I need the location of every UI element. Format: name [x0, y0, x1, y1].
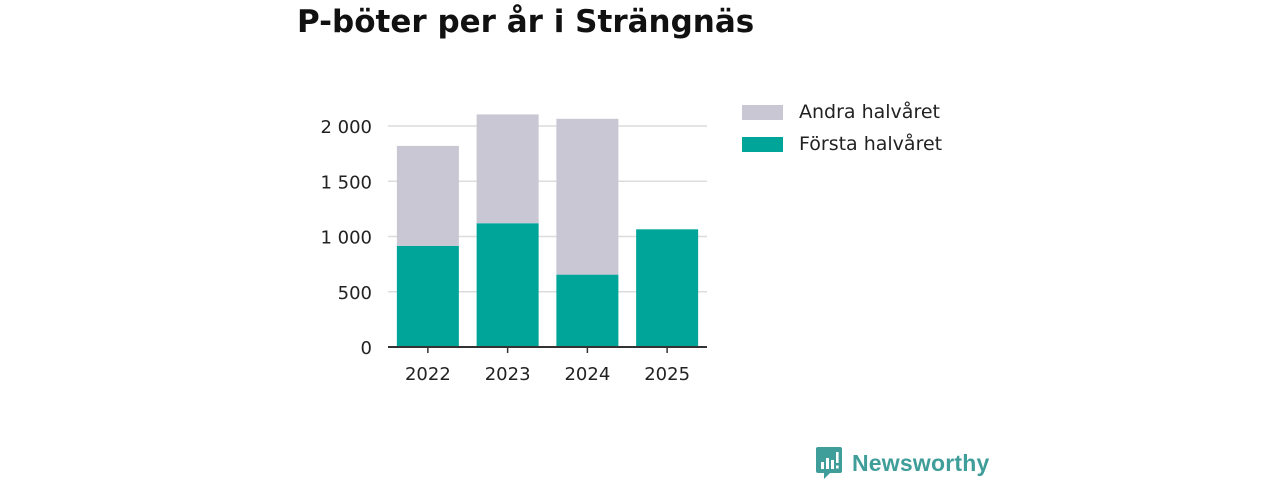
x-tick-label-2025: 2025: [644, 364, 690, 385]
chart-title: P-böter per år i Strängnäs: [297, 4, 755, 40]
bar-forsta-2024: [556, 274, 619, 347]
brand-logo: Newsworthy: [815, 446, 989, 480]
x-tick-label-2024: 2024: [564, 364, 610, 385]
legend-item-andra: Andra halvåret: [742, 96, 942, 128]
bar-forsta-2025: [636, 229, 699, 347]
legend-label-forsta: Första halvåret: [799, 133, 943, 155]
legend-swatch-andra: [742, 104, 783, 120]
bar-forsta-2022: [396, 245, 459, 347]
y-tick-label-1500: 1 500: [320, 172, 372, 193]
legend-label-andra: Andra halvåret: [799, 101, 940, 123]
x-tick-label-2022: 2022: [405, 364, 451, 385]
axes: 0 500 1 000 1 500 2 000 2022 2023 2024 2025: [320, 117, 707, 385]
legend-item-forsta: Första halvåret: [742, 128, 942, 160]
bars: [396, 114, 699, 347]
y-tick-label-0: 0: [361, 338, 372, 359]
x-tick-label-2023: 2023: [485, 364, 531, 385]
y-tick-label-1000: 1 000: [320, 228, 372, 249]
y-tick-label-2000: 2 000: [320, 117, 372, 138]
legend: Andra halvåret Första halvåret: [742, 96, 942, 160]
bar-forsta-2023: [476, 223, 539, 347]
brand-name: Newsworthy: [852, 449, 990, 476]
bar-andra-2023: [476, 114, 539, 224]
bar-chart-icon: [816, 447, 842, 479]
legend-swatch-forsta: [742, 136, 783, 152]
bar-andra-2024: [556, 118, 619, 275]
y-tick-label-500: 500: [338, 283, 372, 304]
bar-andra-2022: [396, 145, 459, 246]
